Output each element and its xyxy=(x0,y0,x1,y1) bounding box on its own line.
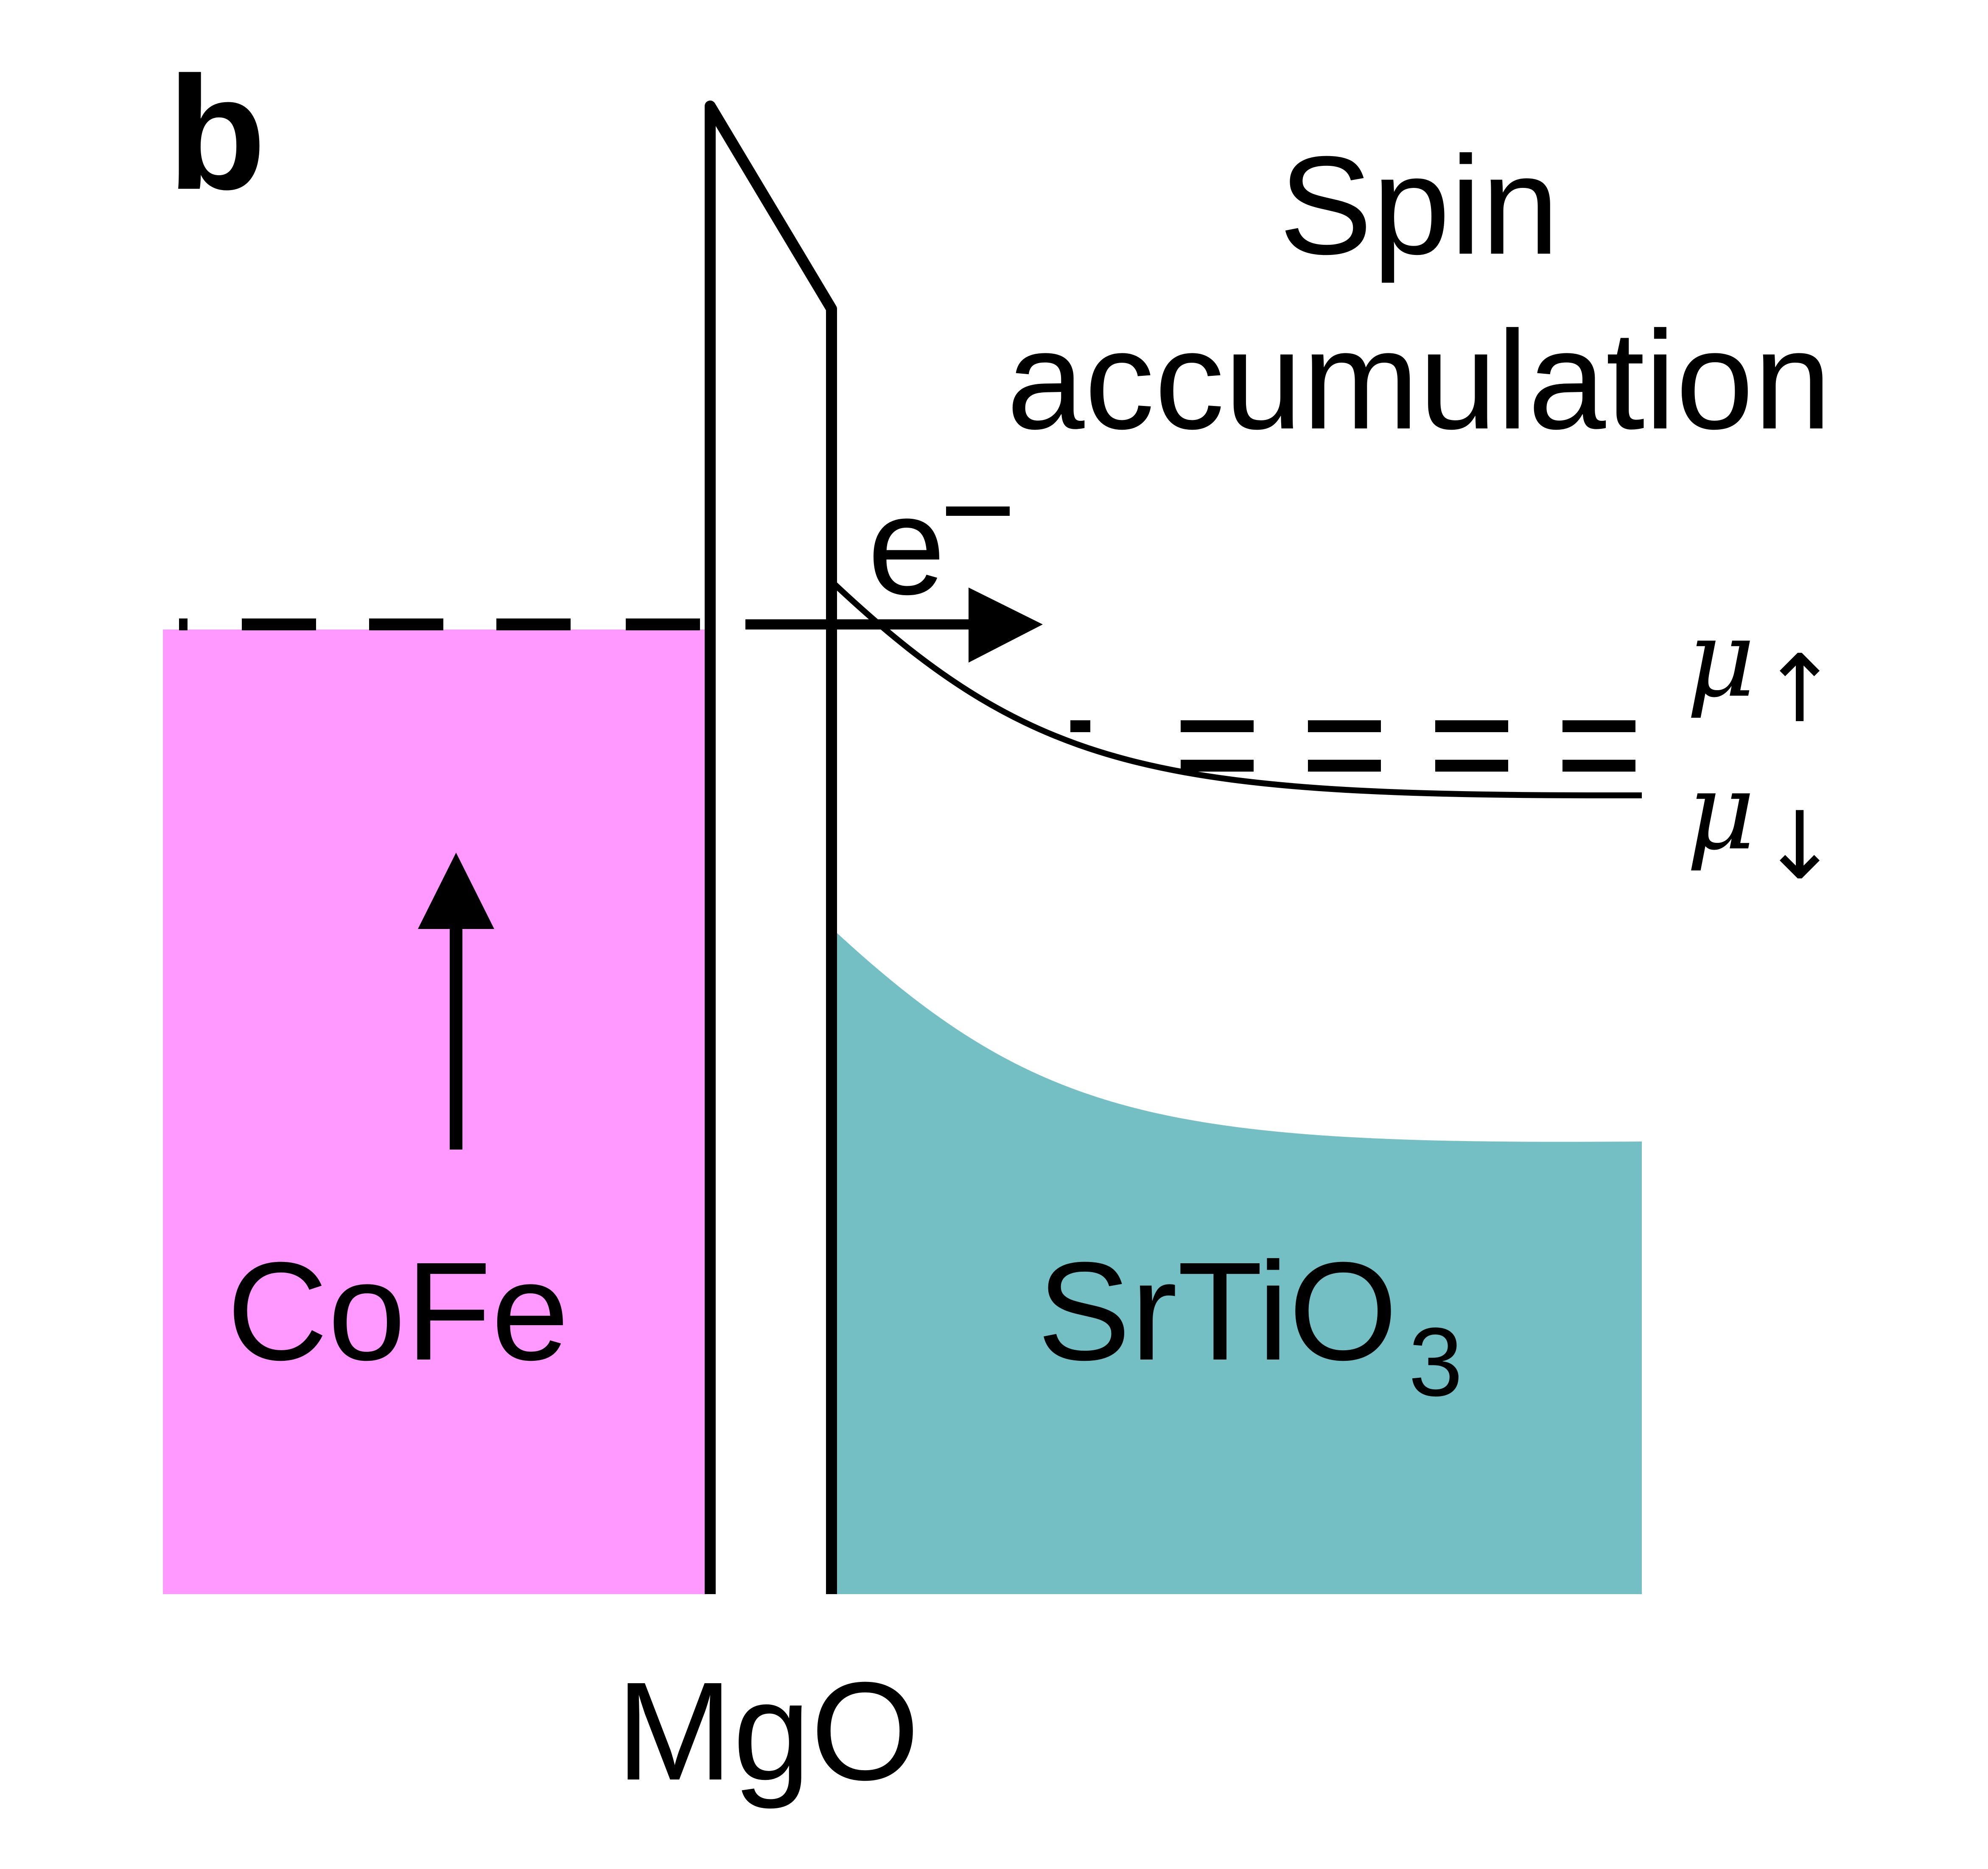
magnetization-arrow xyxy=(418,853,494,1150)
panel-label: b xyxy=(168,43,266,223)
title-line-1: Spin xyxy=(1279,127,1559,284)
srtio3-region xyxy=(835,931,1642,1594)
mgo-barrier xyxy=(705,101,837,1594)
electron-arrow xyxy=(745,588,1043,663)
srtio3-label-main: SrTiO xyxy=(1037,1233,1397,1389)
electron-symbol: e xyxy=(868,467,946,624)
up-arrow-subscript: ↑ xyxy=(1761,635,1839,743)
srtio3-label-subscript: 3 xyxy=(1408,1307,1463,1416)
mu-down-label: μ ↓ xyxy=(1686,750,1839,900)
title-line-2: accumulation xyxy=(1007,302,1831,458)
down-arrow-subscript: ↓ xyxy=(1761,792,1839,900)
band-bending-curve xyxy=(833,582,1642,799)
mgo-label: MgO xyxy=(616,1653,919,1810)
cofe-label: CoFe xyxy=(227,1233,569,1389)
cofe-region xyxy=(163,630,710,1594)
mu-up-label: μ ↑ xyxy=(1686,597,1839,743)
electron-label: e xyxy=(868,467,1010,624)
srtio3-label: SrTiO 3 xyxy=(1037,1233,1463,1416)
mu-up-symbol: μ xyxy=(1686,597,1755,721)
mu-down-symbol: μ xyxy=(1686,750,1755,873)
